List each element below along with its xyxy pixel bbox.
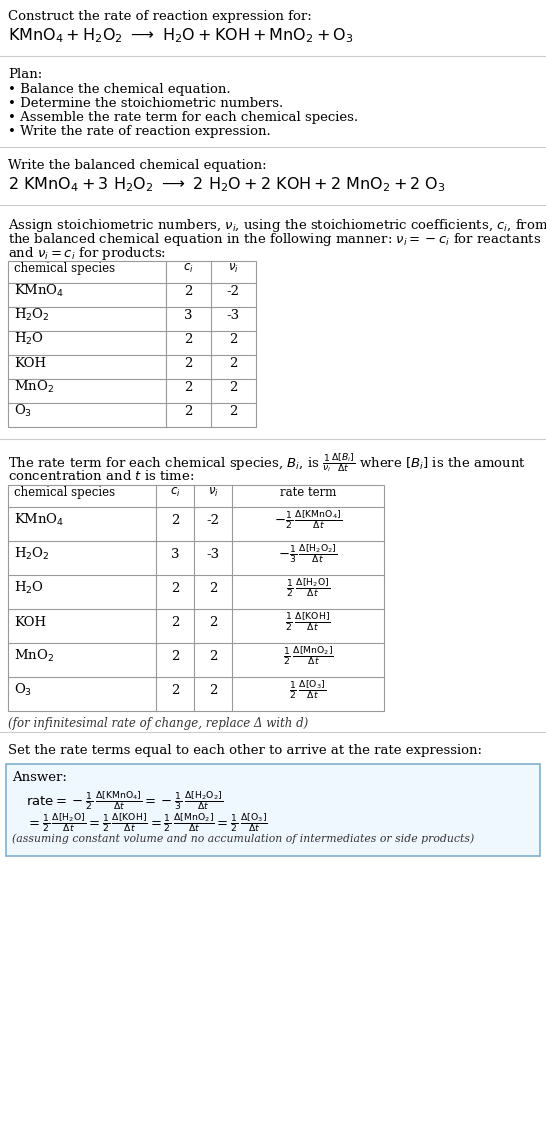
Text: $\frac{1}{2}\,\frac{\Delta[\mathrm{H_2O}]}{\Delta t}$: $\frac{1}{2}\,\frac{\Delta[\mathrm{H_2O}…	[286, 577, 330, 600]
Text: 3: 3	[184, 308, 192, 322]
Text: 2: 2	[184, 284, 192, 297]
Text: KMnO$_4$: KMnO$_4$	[14, 283, 64, 299]
Text: Assign stoichiometric numbers, $\nu_i$, using the stoichiometric coefficients, $: Assign stoichiometric numbers, $\nu_i$, …	[8, 217, 546, 234]
Text: H$_2$O$_2$: H$_2$O$_2$	[14, 307, 50, 323]
Text: (for infinitesimal rate of change, replace Δ with d): (for infinitesimal rate of change, repla…	[8, 717, 308, 729]
Text: 2: 2	[184, 332, 192, 346]
Bar	[8, 485, 384, 711]
Text: the balanced chemical equation in the following manner: $\nu_i = -c_i$ for react: the balanced chemical equation in the fo…	[8, 231, 541, 248]
Text: 2: 2	[171, 582, 179, 594]
Text: KOH: KOH	[14, 356, 46, 370]
Text: rate term: rate term	[280, 486, 336, 498]
Text: -2: -2	[227, 284, 240, 297]
Text: $\frac{1}{2}\,\frac{\Delta[\mathrm{MnO_2}]}{\Delta t}$: $\frac{1}{2}\,\frac{\Delta[\mathrm{MnO_2…	[282, 644, 334, 668]
Text: Answer:: Answer:	[12, 772, 67, 784]
Text: 2: 2	[209, 650, 217, 662]
Text: 2: 2	[229, 356, 237, 370]
Text: 2: 2	[184, 356, 192, 370]
Text: H$_2$O: H$_2$O	[14, 331, 44, 347]
Text: $\nu_i$: $\nu_i$	[228, 262, 239, 274]
Text: KOH: KOH	[14, 616, 46, 628]
Text: MnO$_2$: MnO$_2$	[14, 379, 54, 395]
Text: • Determine the stoichiometric numbers.: • Determine the stoichiometric numbers.	[8, 97, 283, 110]
Text: and $\nu_i = c_i$ for products:: and $\nu_i = c_i$ for products:	[8, 245, 166, 262]
Text: Plan:: Plan:	[8, 68, 42, 81]
Text: 2: 2	[209, 582, 217, 594]
Text: chemical species: chemical species	[14, 486, 115, 498]
Text: $-\frac{1}{3}\,\frac{\Delta[\mathrm{H_2O_2}]}{\Delta t}$: $-\frac{1}{3}\,\frac{\Delta[\mathrm{H_2O…	[278, 543, 338, 566]
Text: $\mathrm{rate} = -\frac{1}{2}\,\frac{\Delta[\mathrm{KMnO_4}]}{\Delta t} = -\frac: $\mathrm{rate} = -\frac{1}{2}\,\frac{\De…	[26, 789, 223, 811]
Text: KMnO$_4$: KMnO$_4$	[14, 512, 64, 528]
Text: $\frac{1}{2}\,\frac{\Delta[\mathrm{KOH}]}{\Delta t}$: $\frac{1}{2}\,\frac{\Delta[\mathrm{KOH}]…	[285, 611, 331, 633]
Text: $c_i$: $c_i$	[170, 486, 180, 498]
Text: O$_3$: O$_3$	[14, 403, 32, 419]
Text: -3: -3	[227, 308, 240, 322]
Text: (assuming constant volume and no accumulation of intermediates or side products): (assuming constant volume and no accumul…	[12, 833, 474, 843]
Text: The rate term for each chemical species, $B_i$, is $\frac{1}{\nu_i}\frac{\Delta[: The rate term for each chemical species,…	[8, 451, 526, 473]
Text: 2: 2	[229, 332, 237, 346]
Text: 2: 2	[209, 616, 217, 628]
Text: 2: 2	[229, 404, 237, 418]
Text: MnO$_2$: MnO$_2$	[14, 648, 54, 665]
Text: $-\frac{1}{2}\,\frac{\Delta[\mathrm{KMnO_4}]}{\Delta t}$: $-\frac{1}{2}\,\frac{\Delta[\mathrm{KMnO…	[274, 509, 342, 531]
Bar	[8, 261, 256, 427]
Text: 2: 2	[171, 616, 179, 628]
Text: $c_i$: $c_i$	[183, 262, 193, 274]
Text: Write the balanced chemical equation:: Write the balanced chemical equation:	[8, 159, 266, 172]
Text: concentration and $t$ is time:: concentration and $t$ is time:	[8, 469, 194, 483]
Text: 2: 2	[184, 404, 192, 418]
Text: chemical species: chemical species	[14, 262, 115, 274]
Text: $= \frac{1}{2}\,\frac{\Delta[\mathrm{H_2O}]}{\Delta t} = \frac{1}{2}\,\frac{\Del: $= \frac{1}{2}\,\frac{\Delta[\mathrm{H_2…	[26, 811, 268, 834]
Text: $\mathrm{2\ KMnO_4 + 3\ H_2O_2\ \longrightarrow\ 2\ H_2O + 2\ KOH + 2\ MnO_2 + 2: $\mathrm{2\ KMnO_4 + 3\ H_2O_2\ \longrig…	[8, 175, 446, 193]
Text: 2: 2	[171, 513, 179, 527]
Text: -2: -2	[206, 513, 219, 527]
Text: 2: 2	[229, 380, 237, 394]
Bar	[6, 764, 540, 856]
Text: $\frac{1}{2}\,\frac{\Delta[\mathrm{O_3}]}{\Delta t}$: $\frac{1}{2}\,\frac{\Delta[\mathrm{O_3}]…	[289, 678, 327, 701]
Text: • Write the rate of reaction expression.: • Write the rate of reaction expression.	[8, 125, 271, 138]
Text: Set the rate terms equal to each other to arrive at the rate expression:: Set the rate terms equal to each other t…	[8, 744, 482, 757]
Text: H$_2$O: H$_2$O	[14, 580, 44, 596]
Text: O$_3$: O$_3$	[14, 682, 32, 698]
Text: $\mathrm{KMnO_4 + H_2O_2\ \longrightarrow\ H_2O + KOH + MnO_2 + O_3}$: $\mathrm{KMnO_4 + H_2O_2\ \longrightarro…	[8, 26, 354, 44]
Text: $\nu_i$: $\nu_i$	[207, 486, 218, 498]
Text: H$_2$O$_2$: H$_2$O$_2$	[14, 546, 50, 562]
Text: 3: 3	[171, 547, 179, 561]
Text: Construct the rate of reaction expression for:: Construct the rate of reaction expressio…	[8, 10, 312, 23]
Text: • Assemble the rate term for each chemical species.: • Assemble the rate term for each chemic…	[8, 112, 358, 124]
Text: • Balance the chemical equation.: • Balance the chemical equation.	[8, 83, 230, 96]
Text: 2: 2	[184, 380, 192, 394]
Text: 2: 2	[171, 650, 179, 662]
Text: -3: -3	[206, 547, 219, 561]
Text: 2: 2	[209, 684, 217, 696]
Text: 2: 2	[171, 684, 179, 696]
